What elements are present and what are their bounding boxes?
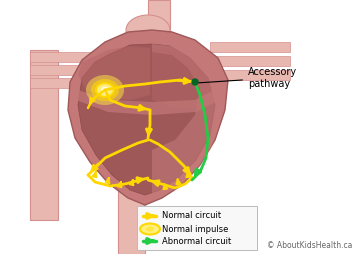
- Polygon shape: [210, 42, 290, 52]
- Text: Abnormal circuit: Abnormal circuit: [162, 236, 231, 246]
- Ellipse shape: [101, 87, 109, 93]
- Polygon shape: [152, 44, 222, 195]
- FancyBboxPatch shape: [137, 206, 257, 250]
- Polygon shape: [76, 88, 220, 115]
- Polygon shape: [210, 70, 290, 80]
- Polygon shape: [68, 30, 228, 205]
- Polygon shape: [118, 185, 145, 254]
- Ellipse shape: [140, 224, 160, 234]
- Ellipse shape: [86, 75, 124, 105]
- Polygon shape: [148, 0, 170, 45]
- Polygon shape: [210, 56, 290, 66]
- Polygon shape: [30, 65, 100, 75]
- Polygon shape: [78, 46, 150, 100]
- Text: Normal impulse: Normal impulse: [162, 225, 229, 233]
- Polygon shape: [152, 48, 210, 108]
- Ellipse shape: [192, 79, 198, 85]
- Ellipse shape: [91, 79, 119, 101]
- Polygon shape: [78, 44, 215, 195]
- Polygon shape: [30, 52, 100, 62]
- Text: Accessory
pathway: Accessory pathway: [199, 67, 297, 89]
- Polygon shape: [30, 50, 58, 220]
- Ellipse shape: [96, 83, 114, 97]
- Polygon shape: [30, 78, 100, 88]
- Ellipse shape: [126, 15, 170, 45]
- Text: © AboutKidsHealth.ca: © AboutKidsHealth.ca: [267, 241, 352, 250]
- Text: Normal circuit: Normal circuit: [162, 212, 221, 220]
- Ellipse shape: [146, 227, 154, 231]
